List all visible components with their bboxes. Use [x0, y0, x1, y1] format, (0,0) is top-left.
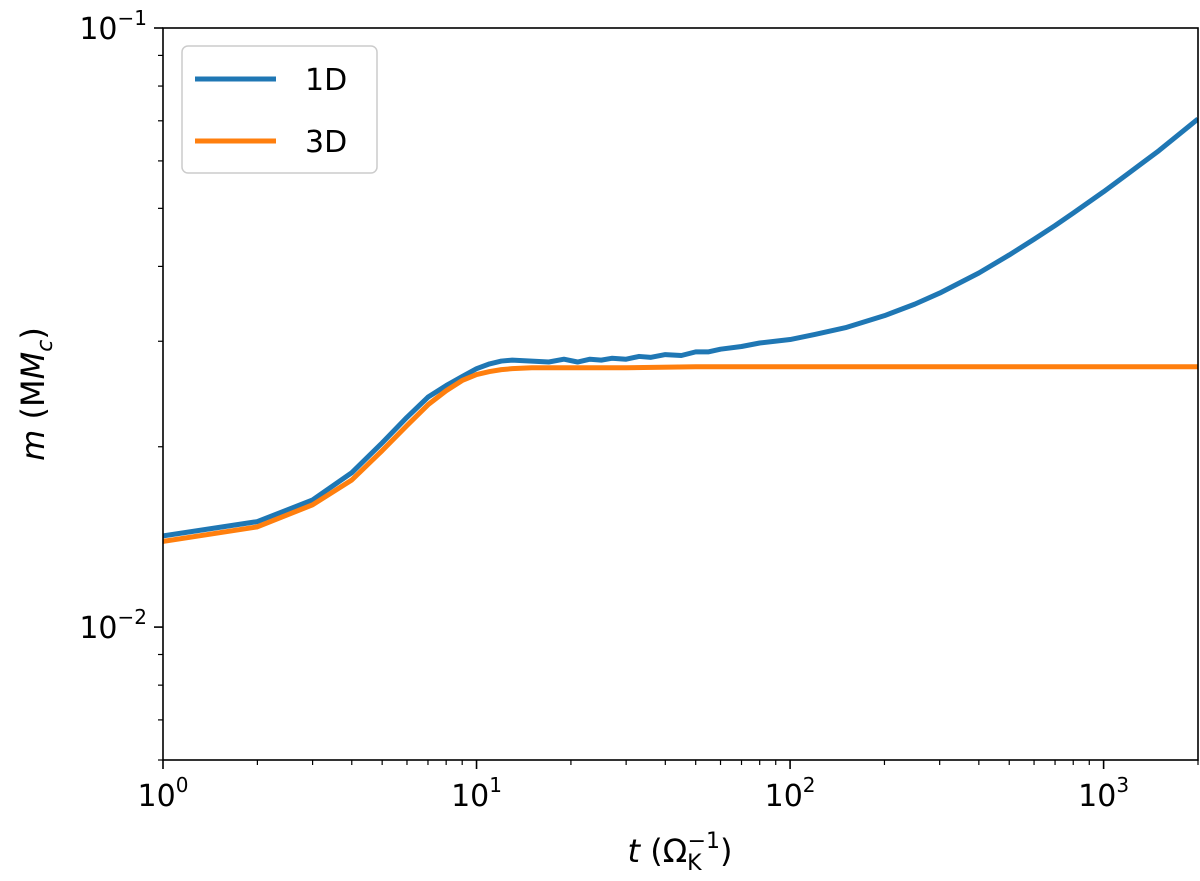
series-line-3d	[163, 364, 1198, 544]
series-line-1d	[163, 117, 1198, 539]
series-layer	[163, 117, 1198, 544]
y-axis-label: m (MMc)	[14, 327, 58, 461]
x-tick-label: 103	[1078, 773, 1129, 814]
x-tick-label: 102	[765, 773, 816, 814]
x-axis-label: t (ΩK−1)	[627, 829, 732, 876]
legend: 1D 3D	[181, 45, 378, 174]
legend-box	[181, 45, 378, 174]
y-axis: 10−2 10−1	[79, 6, 163, 761]
x-tick-label: 100	[138, 773, 189, 814]
legend-label-3d: 3D	[305, 125, 347, 160]
x-axis: 100 101 102 103	[138, 760, 1199, 814]
y-tick-label: 10−2	[79, 605, 147, 646]
x-tick-label: 101	[451, 773, 502, 814]
y-tick-label: 10−1	[79, 6, 147, 47]
plot-frame	[162, 27, 1199, 761]
legend-label-1d: 1D	[305, 63, 347, 98]
